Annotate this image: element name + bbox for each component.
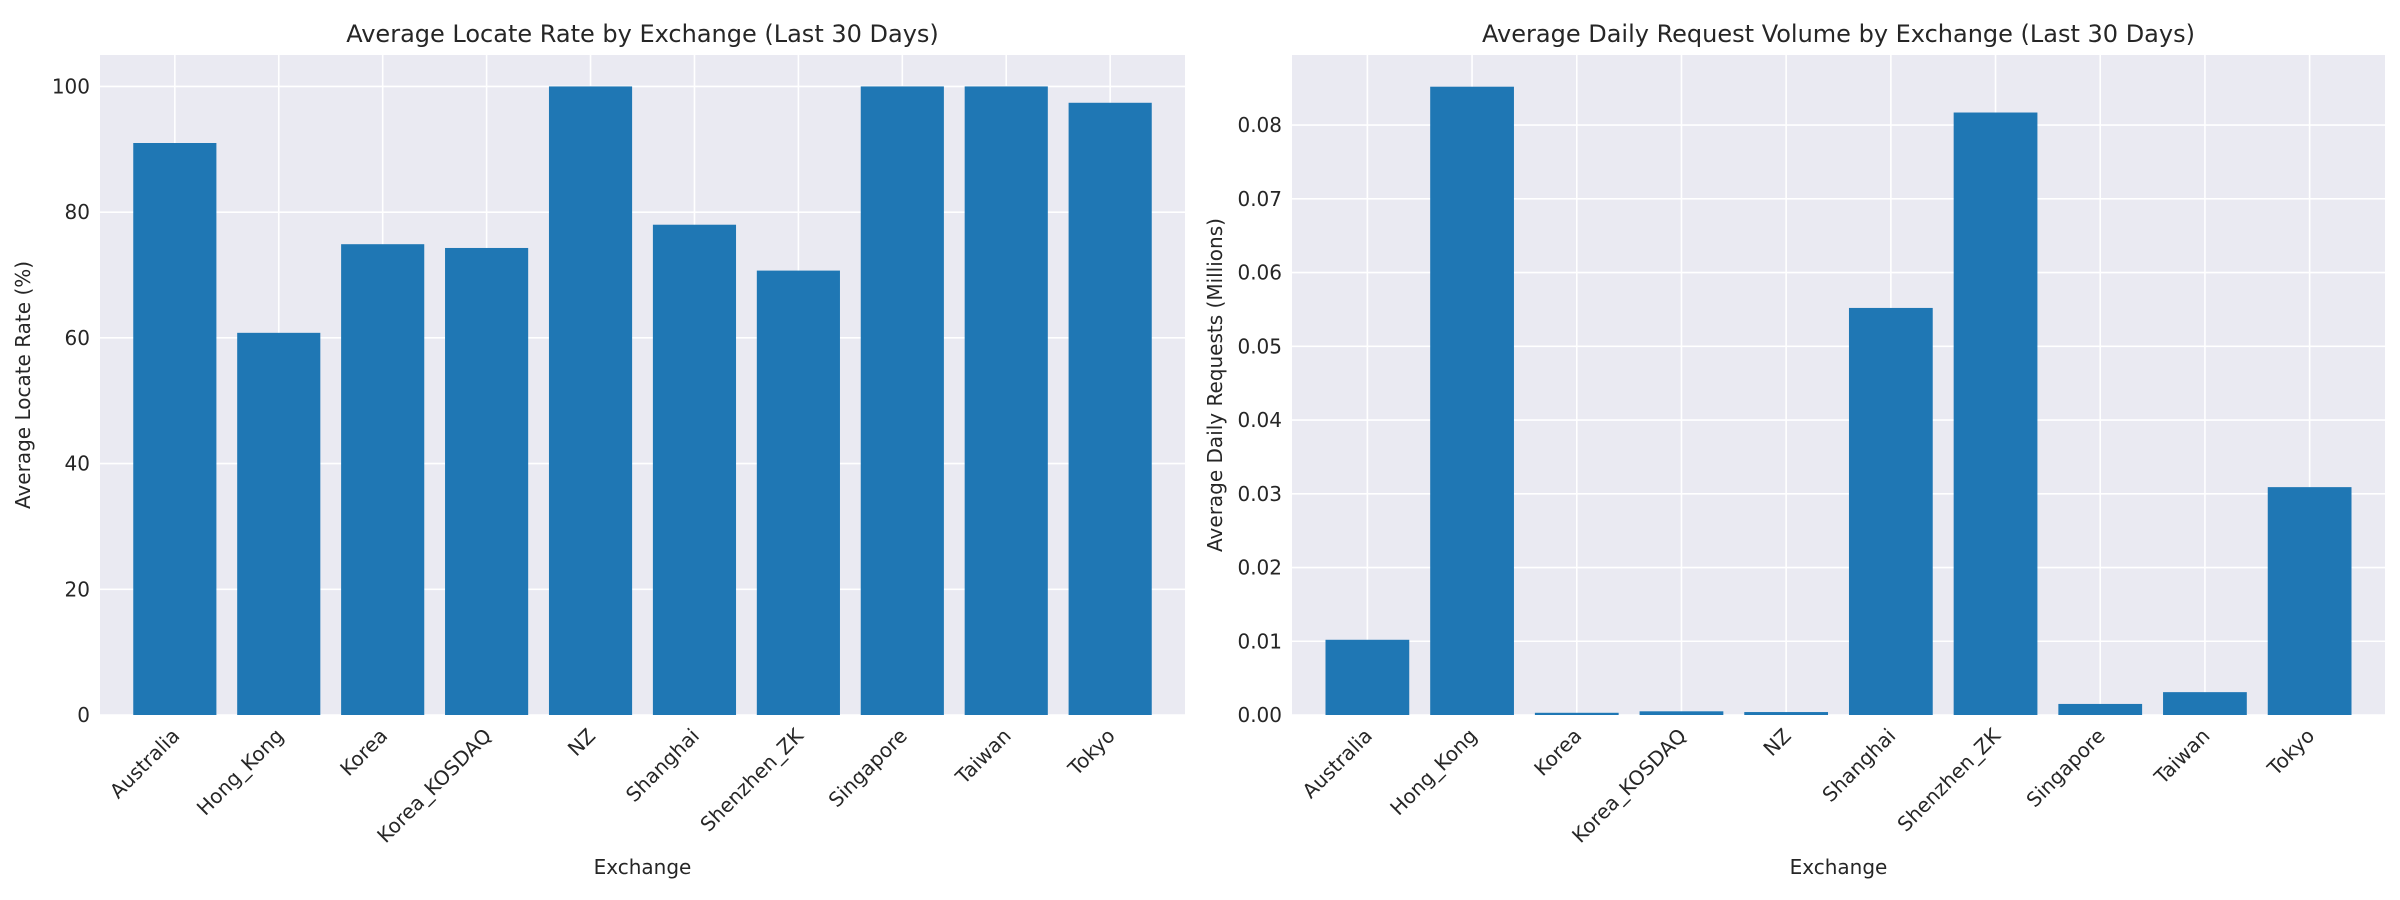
request-volume-y-tick-label: 0.06 <box>1237 261 1282 285</box>
request-volume-y-tick-label: 0.00 <box>1237 703 1282 727</box>
locate-rate-y-tick-label: 40 <box>65 452 90 476</box>
locate-rate-chart: 0 20 40 60 80 100 Australia Hong_Kong KoreaKore… <box>11 20 1185 879</box>
locate-rate-y-tick-label: 100 <box>52 74 90 98</box>
request-volume-bar-korea <box>1534 712 1619 715</box>
locate-rate-x-tick-label: Singapore <box>824 724 912 812</box>
request-volume-x-tick-label: NZ <box>1758 724 1795 761</box>
locate-rate-y-tick-label: 20 <box>65 577 90 601</box>
request-volume-bar-singapore <box>2058 703 2143 715</box>
locate-rate-x-axis-label: Exchange <box>594 855 692 879</box>
locate-rate-y-tick-label: 60 <box>65 326 90 350</box>
locate-rate-x-tick-label: Shanghai <box>621 724 704 807</box>
locate-rate-y-ticks: 0 20 40 60 80 100 <box>52 74 90 727</box>
request-volume-y-tick-label: 0.05 <box>1237 334 1282 358</box>
locate-rate-bar-korea-kosdaq <box>445 247 529 715</box>
request-volume-bar-shenzhen-zk <box>1953 112 2038 716</box>
request-volume-x-tick-label: Singapore <box>2021 724 2109 812</box>
request-volume-x-axis-label: Exchange <box>1790 855 1888 879</box>
locate-rate-bar-korea <box>341 244 425 715</box>
request-volume-bar-nz <box>1744 712 1829 715</box>
locate-rate-x-tick-label: Tokyo <box>1062 724 1119 781</box>
request-volume-x-tick-label: Shanghai <box>1817 724 1900 807</box>
request-volume-y-ticks: 0.00 0.01 0.02 0.03 0.04 0.05 0.06 0.07 0.08 <box>1237 113 1282 727</box>
locate-rate-bar-hong-kong <box>237 332 321 715</box>
locate-rate-bar-taiwan <box>964 86 1048 715</box>
locate-rate-y-tick-label: 80 <box>65 200 90 224</box>
locate-rate-y-axis-label: Average Locate Rate (%) <box>11 261 35 509</box>
request-volume-bar-taiwan <box>2163 692 2247 715</box>
request-volume-x-tick-label: Taiwan <box>2149 724 2215 790</box>
request-volume-bars <box>1325 86 2352 716</box>
request-volume-x-tick-label: Korea <box>1529 724 1586 781</box>
locate-rate-x-tick-label: Korea <box>335 724 392 781</box>
request-volume-x-tick-label: Australia <box>1297 724 1377 804</box>
request-volume-y-tick-label: 0.01 <box>1237 629 1282 653</box>
locate-rate-bar-nz <box>548 86 633 715</box>
locate-rate-x-tick-label: Korea_KOSDAQ <box>372 724 496 848</box>
locate-rate-bar-tokyo <box>1068 102 1152 716</box>
locate-rate-bar-shanghai <box>652 224 737 715</box>
locate-rate-x-tick-label: Shenzhen_ZK <box>695 723 808 836</box>
request-volume-y-axis-label: Average Daily Requests (Millions) <box>1203 218 1227 552</box>
request-volume-bar-hong-kong <box>1430 86 1514 716</box>
request-volume-bar-australia <box>1325 639 1410 715</box>
locate-rate-bar-singapore <box>860 86 944 715</box>
request-volume-bar-tokyo <box>2267 487 2352 715</box>
locate-rate-bar-shenzhen-zk <box>756 270 840 715</box>
request-volume-x-tick-label: Hong_Kong <box>1385 724 1481 820</box>
request-volume-y-tick-label: 0.04 <box>1237 408 1282 432</box>
request-volume-y-tick-label: 0.03 <box>1237 482 1282 506</box>
request-volume-chart: 0.00 0.01 0.02 0.03 0.04 0.05 0.06 0.07 0.08 Aus… <box>1203 20 2385 879</box>
locate-rate-x-tick-label: NZ <box>563 724 600 761</box>
locate-rate-title: Average Locate Rate by Exchange (Last 30… <box>346 20 939 48</box>
request-volume-x-tick-label: Tokyo <box>2262 724 2319 781</box>
locate-rate-y-tick-label: 0 <box>77 703 90 727</box>
locate-rate-bar-australia <box>133 143 217 715</box>
locate-rate-x-tick-label: Taiwan <box>950 724 1016 790</box>
request-volume-x-tick-label: Korea_KOSDAQ <box>1567 724 1691 848</box>
request-volume-x-tick-label: Shenzhen_ZK <box>1892 723 2005 836</box>
request-volume-y-tick-label: 0.02 <box>1237 556 1282 580</box>
request-volume-y-tick-label: 0.07 <box>1237 187 1282 211</box>
locate-rate-x-tick-label: Hong_Kong <box>192 724 288 820</box>
locate-rate-x-tick-label: Australia <box>105 724 185 804</box>
request-volume-bar-korea-kosdaq <box>1639 711 1724 715</box>
request-volume-title: Average Daily Request Volume by Exchange… <box>1482 20 2195 48</box>
locate-rate-bars <box>133 86 1152 716</box>
request-volume-y-tick-label: 0.08 <box>1237 113 1282 137</box>
request-volume-bar-shanghai <box>1848 307 1933 715</box>
